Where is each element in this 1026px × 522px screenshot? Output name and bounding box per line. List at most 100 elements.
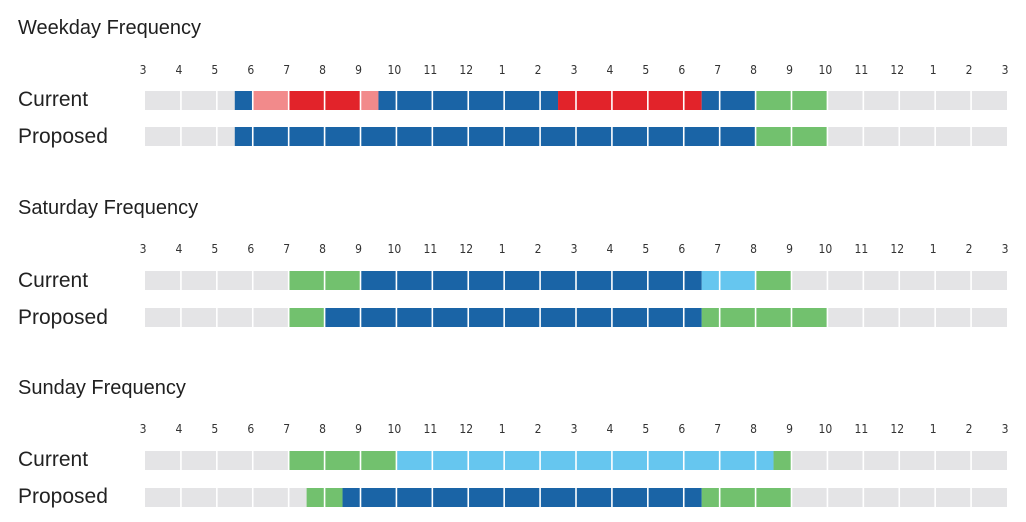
tick-label-2-0: 3: [140, 422, 147, 436]
off-cell-2-1-4: [180, 488, 217, 507]
tick-label-2-13: 4: [606, 422, 613, 436]
tick-label-1-5: 8: [319, 242, 326, 256]
tick-label-2-7: 10: [388, 422, 402, 436]
tick-label-2-8: 11: [423, 422, 437, 436]
tick-label-2-4: 7: [283, 422, 290, 436]
tick-label-1-0: 3: [140, 242, 147, 256]
off-cell-1-1-5: [216, 308, 253, 327]
tick-label-1-21: 12: [890, 242, 904, 256]
tick-label-0-13: 4: [606, 63, 613, 77]
off-cell-2-0-22: [827, 451, 864, 470]
segment-0-0-5: [558, 91, 702, 110]
off-cell-1-0-5: [216, 271, 253, 290]
tick-label-0-24: 3: [1002, 63, 1009, 77]
tick-label-0-5: 8: [319, 63, 326, 77]
off-cell-2-1-26: [971, 488, 1007, 507]
row-label-sunday-proposed: Proposed: [18, 485, 108, 508]
segment-1-0-1: [360, 271, 702, 290]
off-cell-1-1-22: [827, 308, 864, 327]
off-cell-1-0-25: [935, 271, 972, 290]
off-cell-1-0-21: [791, 271, 828, 290]
tick-label-0-4: 7: [283, 63, 290, 77]
off-cell-2-0-4: [180, 451, 217, 470]
tick-label-2-16: 7: [714, 422, 721, 436]
off-cell-1-0-6: [252, 271, 289, 290]
tick-label-2-21: 12: [890, 422, 904, 436]
tick-label-0-15: 6: [678, 63, 685, 77]
tick-label-0-10: 1: [499, 63, 506, 77]
tick-label-0-0: 3: [140, 63, 147, 77]
tick-label-1-2: 5: [211, 242, 218, 256]
segment-2-0-0: [288, 451, 397, 470]
tick-label-2-12: 3: [571, 422, 578, 436]
off-cell-2-1-23: [863, 488, 900, 507]
tick-label-1-14: 5: [642, 242, 649, 256]
segment-1-1-1: [324, 308, 702, 327]
off-cell-1-1-25: [935, 308, 972, 327]
tick-label-1-19: 10: [819, 242, 833, 256]
tick-label-1-9: 12: [459, 242, 473, 256]
tick-label-2-6: 9: [355, 422, 362, 436]
segment-2-0-2: [773, 451, 792, 470]
section-title-sunday: Sunday Frequency: [18, 377, 186, 399]
tick-label-0-8: 11: [423, 63, 437, 77]
segment-1-1-2: [701, 308, 828, 327]
tick-label-2-17: 8: [750, 422, 757, 436]
tick-label-2-24: 3: [1002, 422, 1009, 436]
off-cell-0-0-26: [971, 91, 1007, 110]
tick-label-0-22: 1: [930, 63, 937, 77]
tick-label-1-7: 10: [388, 242, 402, 256]
segment-0-0-6: [701, 91, 756, 110]
off-cell-1-0-4: [180, 271, 217, 290]
off-cell-0-1-22: [827, 127, 864, 146]
tick-label-2-2: 5: [211, 422, 218, 436]
off-cell-1-1-24: [899, 308, 936, 327]
off-cell-2-0-25: [935, 451, 972, 470]
tick-label-0-12: 3: [571, 63, 578, 77]
tick-label-1-18: 9: [786, 242, 793, 256]
off-cell-1-0-24: [899, 271, 936, 290]
segment-0-1-0: [234, 127, 756, 146]
tick-label-0-20: 11: [854, 63, 868, 77]
tick-label-2-15: 6: [678, 422, 685, 436]
tick-label-1-12: 3: [571, 242, 578, 256]
off-cell-2-0-24: [899, 451, 936, 470]
tick-label-1-11: 2: [535, 242, 542, 256]
tick-label-2-20: 11: [854, 422, 868, 436]
segment-0-0-0: [234, 91, 253, 110]
tick-label-1-16: 7: [714, 242, 721, 256]
off-cell-2-1-5: [216, 488, 253, 507]
off-cell-2-1-6: [252, 488, 289, 507]
tick-label-1-20: 11: [854, 242, 868, 256]
off-cell-2-1-21: [791, 488, 828, 507]
off-cell-1-1-3: [145, 308, 181, 327]
off-cell-0-1-26: [971, 127, 1007, 146]
tick-label-0-11: 2: [535, 63, 542, 77]
off-cell-0-0-22: [827, 91, 864, 110]
tick-label-2-22: 1: [930, 422, 937, 436]
off-cell-2-1-22: [827, 488, 864, 507]
tick-label-0-19: 10: [819, 63, 833, 77]
tick-label-0-2: 5: [211, 63, 218, 77]
row-label-saturday-current: Current: [18, 269, 89, 292]
section-title-weekday: Weekday Frequency: [18, 17, 202, 39]
tick-label-0-23: 2: [966, 63, 973, 77]
tick-label-0-6: 9: [355, 63, 362, 77]
off-cell-1-1-6: [252, 308, 289, 327]
tick-label-0-17: 8: [750, 63, 757, 77]
segment-1-0-3: [755, 271, 792, 290]
segment-2-0-1: [396, 451, 774, 470]
segment-2-1-2: [701, 488, 792, 507]
tick-label-2-23: 2: [966, 422, 973, 436]
off-cell-2-0-23: [863, 451, 900, 470]
tick-label-0-16: 7: [714, 63, 721, 77]
off-cell-0-1-3: [145, 127, 181, 146]
segment-1-1-0: [288, 308, 325, 327]
off-cell-0-1-25: [935, 127, 972, 146]
off-cell-1-0-23: [863, 271, 900, 290]
off-cell-2-0-6: [252, 451, 289, 470]
tick-label-2-9: 12: [459, 422, 473, 436]
tick-label-2-19: 10: [819, 422, 833, 436]
